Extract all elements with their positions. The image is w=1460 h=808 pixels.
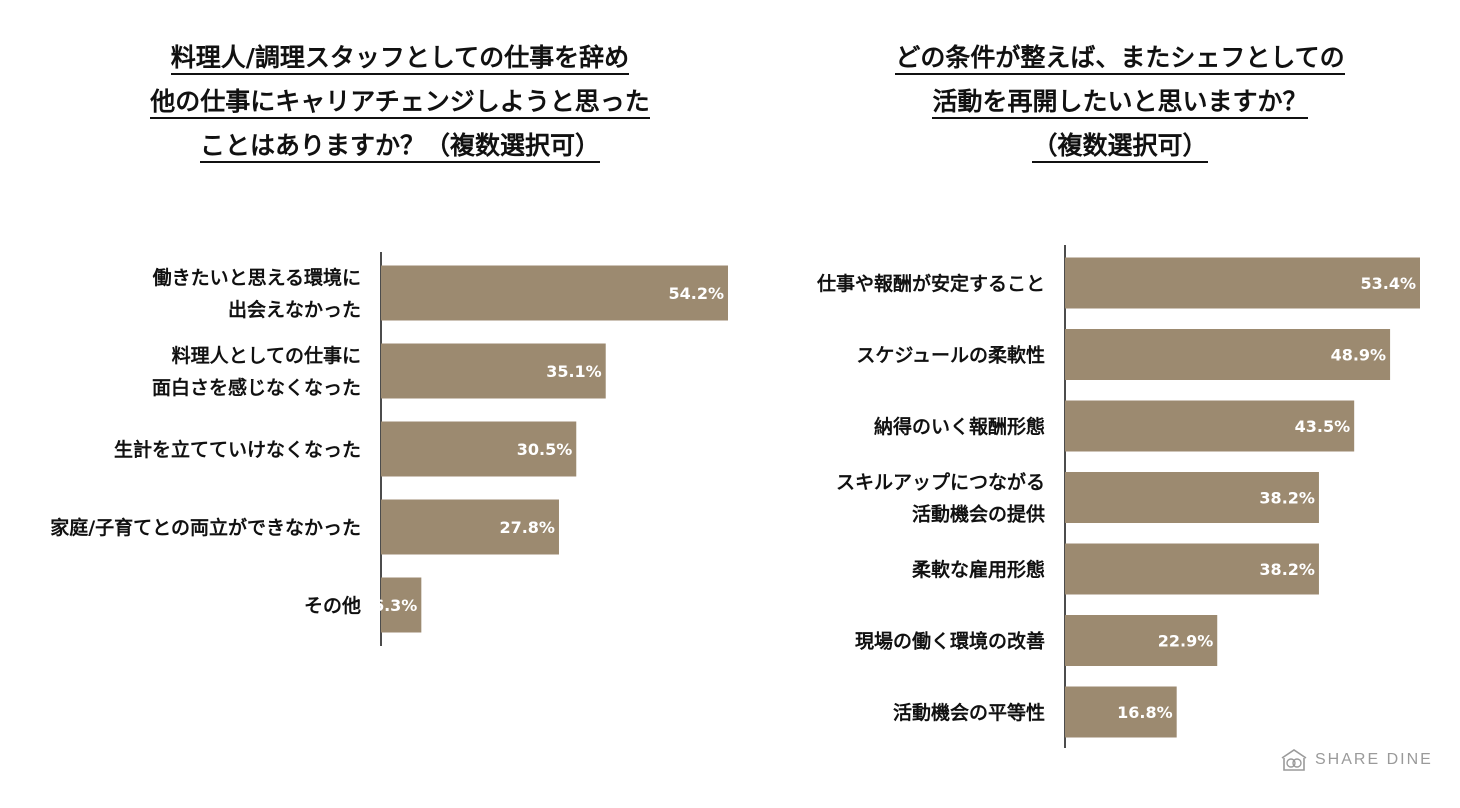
bar: [1065, 686, 1177, 738]
chart-title-left-line: 他の仕事にキャリアチェンジしようと思った: [150, 87, 650, 119]
value-label: 53.4%: [1360, 274, 1416, 293]
value-label: 35.1%: [546, 362, 602, 381]
chart-title-right: どの条件が整えば、またシェフとしての 活動を再開したいと思いますか？ （複数選択…: [800, 36, 1440, 168]
value-label: 38.2%: [1259, 489, 1315, 508]
category-label: 納得のいく報酬形態: [874, 415, 1045, 438]
value-label: 22.9%: [1158, 632, 1214, 651]
sharedine-logo: SHARE DINE: [1281, 748, 1433, 772]
chart-title-right-line: どの条件が整えば、またシェフとしての: [895, 43, 1345, 75]
logo-text: SHARE DINE: [1315, 751, 1433, 768]
bar: [381, 343, 606, 399]
bar: [381, 577, 422, 633]
bar: [381, 265, 728, 321]
category-label: 活動機会の提供: [912, 503, 1045, 526]
bar: [1065, 329, 1391, 380]
category-label: 活動機会の平等性: [893, 701, 1045, 724]
category-label: 現場の働く環境の改善: [855, 630, 1045, 653]
value-label: 38.2%: [1259, 560, 1315, 579]
chart-title-right-line: 活動を再開したいと思いますか？: [932, 87, 1308, 119]
category-label: その他: [304, 594, 361, 617]
category-label: 家庭/子育てとの両立ができなかった: [50, 516, 361, 539]
value-label: 6.3%: [373, 596, 417, 615]
value-label: 30.5%: [517, 440, 573, 459]
category-label: 柔軟な雇用形態: [912, 558, 1045, 581]
chart-title-left-line: 料理人/調理スタッフとしての仕事を辞め: [170, 43, 630, 75]
value-label: 27.8%: [499, 518, 555, 537]
category-label: 面白さを感じなくなった: [152, 376, 361, 399]
bar: [1065, 543, 1319, 595]
value-label: 48.9%: [1331, 346, 1387, 365]
category-label: スキルアップにつながる: [836, 471, 1045, 494]
chart-title-left: 料理人/調理スタッフとしての仕事を辞め 他の仕事にキャリアチェンジしようと思った…: [80, 36, 720, 168]
category-label: 出会えなかった: [228, 298, 361, 321]
value-label: 16.8%: [1117, 703, 1173, 722]
category-label: 仕事や報酬が安定すること: [816, 272, 1045, 295]
category-label: 料理人としての仕事に: [172, 344, 361, 367]
category-label: スケジュールの柔軟性: [856, 344, 1045, 367]
value-label: 54.2%: [668, 284, 724, 303]
chart-title-right-line: （複数選択可）: [1032, 131, 1208, 163]
chart-title-left-line: ことはありますか？（複数選択可）: [199, 131, 600, 163]
bar: [381, 499, 559, 555]
category-label: 働きたいと思える環境に: [152, 266, 361, 289]
bar: [1065, 400, 1355, 452]
sharedine-logo-icon: [1281, 749, 1307, 771]
category-label: 生計を立てていけなくなった: [114, 438, 361, 461]
bar: [1065, 472, 1319, 523]
bar: [1065, 615, 1218, 666]
value-label: 43.5%: [1295, 417, 1351, 436]
bar: [381, 421, 577, 477]
bar: [1065, 257, 1420, 309]
